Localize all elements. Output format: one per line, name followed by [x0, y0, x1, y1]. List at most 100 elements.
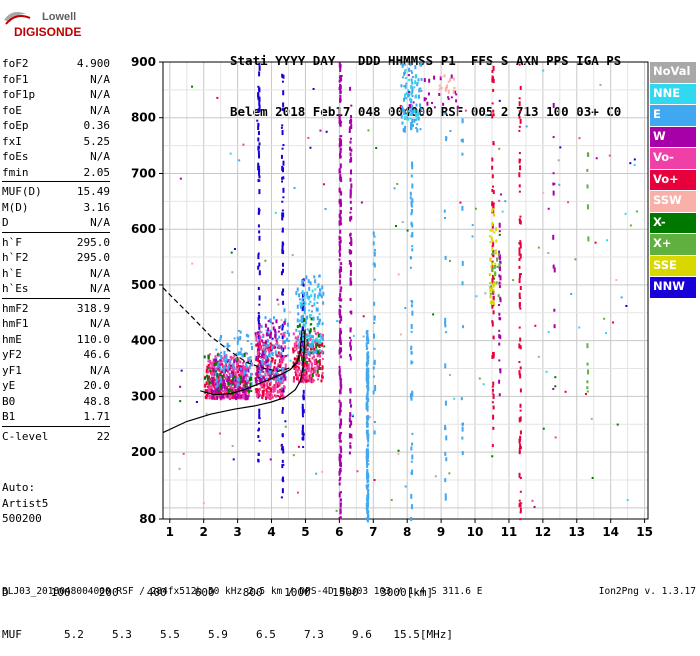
data-point: [489, 294, 492, 299]
data-point: [311, 373, 314, 378]
data-point: [280, 324, 283, 328]
data-point: [491, 278, 494, 283]
data-point: [411, 164, 414, 170]
data-point: [554, 385, 557, 388]
data-point: [271, 337, 274, 340]
data-point: [216, 394, 219, 397]
data-point: [283, 396, 286, 399]
data-point: [244, 396, 247, 401]
param-row: foF1 N/A: [2, 72, 110, 88]
data-point: [226, 349, 229, 352]
data-point: [440, 75, 443, 78]
data-point: [236, 361, 239, 366]
data-point: [340, 176, 343, 179]
data-point: [365, 448, 368, 454]
data-point: [553, 267, 556, 273]
param-row: B0 48.8: [2, 394, 110, 410]
data-point: [498, 285, 501, 289]
param-value: N/A: [90, 88, 110, 101]
data-point: [258, 324, 261, 330]
data-point: [244, 373, 247, 377]
data-point: [552, 136, 555, 139]
data-point: [349, 353, 352, 357]
data-point: [349, 249, 352, 255]
data-point: [367, 510, 370, 513]
data-point: [232, 365, 235, 370]
data-point: [440, 86, 443, 89]
param-row: yF1 N/A: [2, 363, 110, 379]
data-point: [491, 229, 494, 232]
data-point: [280, 357, 283, 362]
data-point: [236, 340, 239, 345]
data-point: [303, 357, 306, 362]
data-point: [348, 242, 351, 245]
param-row: hmF2 318.9: [2, 301, 110, 317]
param-name: foF1: [2, 72, 29, 86]
data-point: [311, 378, 314, 383]
data-point: [367, 483, 370, 488]
data-point: [257, 286, 260, 290]
data-point: [277, 330, 280, 333]
data-point: [404, 485, 407, 488]
file-info: BLJ03_2018048004000.RSF / 284fx512h 50 k…: [2, 586, 483, 597]
data-point: [492, 190, 495, 195]
data-point: [281, 244, 284, 250]
data-point: [298, 373, 301, 377]
data-point: [519, 158, 522, 161]
data-point: [258, 303, 261, 306]
data-point: [306, 291, 309, 296]
data-point: [221, 377, 224, 382]
data-point: [319, 129, 322, 132]
data-point: [318, 359, 321, 364]
data-point: [519, 165, 522, 171]
data-point: [269, 344, 272, 347]
data-point: [268, 332, 271, 336]
data-point: [216, 367, 219, 372]
data-point: [302, 323, 305, 327]
data-point: [221, 357, 224, 360]
data-point: [518, 97, 521, 100]
data-point: [340, 431, 343, 434]
data-point: [567, 201, 570, 204]
data-point: [321, 322, 324, 326]
data-point: [277, 383, 280, 387]
data-point: [259, 357, 262, 360]
data-point: [307, 337, 310, 342]
data-point: [222, 368, 225, 373]
data-point: [552, 190, 555, 196]
data-point: [300, 283, 303, 286]
data-point: [211, 392, 214, 395]
data-point: [492, 65, 495, 71]
data-point: [239, 360, 242, 364]
data-point: [261, 396, 264, 400]
data-point: [444, 363, 447, 369]
data-point: [292, 454, 295, 457]
data-point: [265, 396, 268, 401]
data-point: [311, 343, 314, 347]
data-point: [492, 291, 495, 294]
data-point: [339, 409, 342, 412]
data-point: [226, 375, 229, 380]
data-point: [365, 348, 368, 351]
data-point: [280, 154, 283, 159]
data-point: [415, 127, 418, 130]
data-point: [270, 349, 273, 352]
data-point: [291, 253, 294, 256]
data-point: [319, 292, 322, 297]
data-point: [338, 516, 341, 519]
data-point: [411, 310, 414, 316]
data-point: [349, 188, 352, 194]
data-point: [208, 394, 211, 397]
data-point: [257, 92, 260, 97]
data-point: [258, 417, 261, 420]
data-point: [405, 82, 408, 85]
data-point: [219, 386, 222, 390]
data-point: [262, 384, 265, 387]
data-point: [367, 355, 370, 359]
data-point: [447, 97, 450, 100]
data-point: [233, 387, 236, 392]
data-point: [309, 300, 312, 303]
data-point: [301, 338, 304, 343]
data-point: [178, 467, 181, 470]
data-point: [338, 410, 341, 416]
